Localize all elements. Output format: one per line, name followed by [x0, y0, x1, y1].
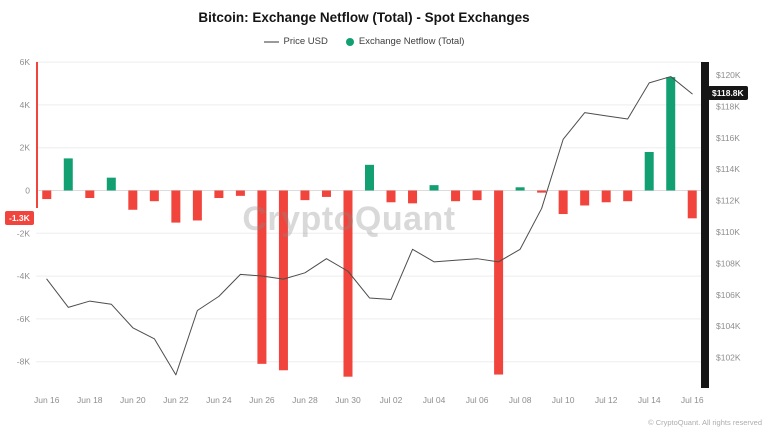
- svg-text:Jul 06: Jul 06: [466, 395, 489, 405]
- svg-text:Jul 10: Jul 10: [552, 395, 575, 405]
- legend-price-label: Price USD: [283, 36, 328, 47]
- svg-text:Jul 08: Jul 08: [509, 395, 532, 405]
- price-line-swatch-icon: [263, 40, 279, 43]
- svg-text:$104K: $104K: [716, 321, 741, 331]
- netflow-dot-swatch-icon: [345, 37, 354, 46]
- svg-text:$120K: $120K: [716, 70, 741, 80]
- svg-text:$106K: $106K: [716, 290, 741, 300]
- svg-text:Jul 04: Jul 04: [423, 395, 446, 405]
- price-current-badge: $118.8K: [708, 86, 748, 101]
- legend-netflow-label: Exchange Netflow (Total): [358, 36, 465, 47]
- netflow-current-badge: -1.3K: [5, 211, 34, 226]
- svg-text:-4K: -4K: [17, 271, 31, 281]
- chart-title: Bitcoin: Exchange Netflow (Total) - Spot…: [198, 10, 530, 25]
- svg-text:Jun 26: Jun 26: [249, 395, 275, 405]
- svg-text:-6K: -6K: [17, 314, 31, 324]
- svg-text:$114K: $114K: [716, 164, 740, 174]
- svg-text:$112K: $112K: [716, 196, 740, 206]
- svg-text:Jun 20: Jun 20: [120, 395, 146, 405]
- footer-copyright: © CryptoQuant. All rights reserved: [648, 418, 762, 427]
- svg-text:Jun 30: Jun 30: [335, 395, 361, 405]
- svg-text:Jun 16: Jun 16: [34, 395, 60, 405]
- svg-text:Jul 02: Jul 02: [380, 395, 403, 405]
- svg-text:6K: 6K: [20, 57, 31, 67]
- svg-text:Jun 28: Jun 28: [292, 395, 318, 405]
- svg-text:$118K: $118K: [716, 101, 740, 111]
- svg-text:Jul 12: Jul 12: [595, 395, 618, 405]
- svg-text:2K: 2K: [20, 143, 31, 153]
- svg-text:-8K: -8K: [17, 357, 31, 367]
- svg-text:Jun 22: Jun 22: [163, 395, 189, 405]
- chart-legend: Price USD Exchange Netflow (Total): [0, 36, 728, 47]
- svg-text:-2K: -2K: [17, 228, 31, 238]
- svg-text:0: 0: [25, 186, 30, 196]
- svg-text:$108K: $108K: [716, 258, 741, 268]
- svg-text:$102K: $102K: [716, 353, 741, 363]
- svg-text:Jun 24: Jun 24: [206, 395, 232, 405]
- svg-text:Jul 14: Jul 14: [638, 395, 661, 405]
- svg-text:Jun 18: Jun 18: [77, 395, 103, 405]
- legend-item-price[interactable]: Price USD: [263, 36, 328, 47]
- svg-text:$116K: $116K: [716, 133, 740, 143]
- svg-text:$110K: $110K: [716, 227, 740, 237]
- legend-item-netflow[interactable]: Exchange Netflow (Total): [345, 36, 465, 47]
- svg-text:4K: 4K: [20, 100, 31, 110]
- svg-text:Jul 16: Jul 16: [681, 395, 704, 405]
